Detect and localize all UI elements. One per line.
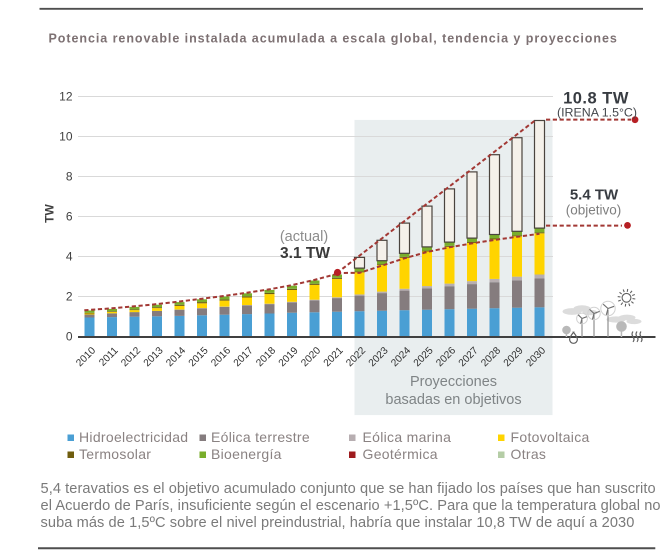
svg-text:2011: 2011	[97, 345, 121, 369]
svg-text:12: 12	[59, 90, 73, 104]
svg-text:(actual): (actual)	[280, 229, 328, 245]
svg-text:2019: 2019	[277, 345, 301, 369]
svg-text:6: 6	[66, 210, 73, 224]
svg-text:el Acuerdo de París, insuficie: el Acuerdo de París, insuficiente según …	[41, 498, 661, 514]
svg-text:2018: 2018	[254, 345, 278, 369]
svg-text:(objetivo): (objetivo)	[566, 203, 622, 218]
svg-text:2017: 2017	[232, 345, 256, 369]
svg-text:8: 8	[66, 170, 73, 184]
svg-text:Termosolar: Termosolar	[79, 446, 151, 462]
svg-text:2014: 2014	[164, 345, 188, 369]
svg-text:10: 10	[59, 130, 73, 144]
svg-text:2015: 2015	[187, 345, 211, 369]
svg-text:basadas en objetivos: basadas en objetivos	[385, 392, 521, 408]
svg-text:Otras: Otras	[511, 446, 547, 462]
svg-text:Proyecciones: Proyecciones	[410, 374, 497, 390]
svg-text:Eólica marina: Eólica marina	[363, 429, 452, 445]
svg-text:2020: 2020	[299, 345, 323, 369]
svg-text:Potencia renovable instalada a: Potencia renovable instalada acumulada a…	[49, 32, 618, 46]
svg-text:2016: 2016	[209, 345, 233, 369]
svg-text:TW: TW	[43, 203, 57, 222]
svg-text:10.8 TW: 10.8 TW	[563, 90, 629, 108]
svg-text:(IRENA 1.5°C): (IRENA 1.5°C)	[557, 106, 637, 120]
svg-text:Geotérmica: Geotérmica	[363, 446, 438, 462]
svg-text:Hidroelectricidad: Hidroelectricidad	[79, 429, 188, 445]
svg-text:4: 4	[66, 250, 73, 264]
svg-text:5,4 teravatios es el objetivo: 5,4 teravatios es el objetivo acumulado …	[41, 481, 656, 497]
svg-text:2021: 2021	[322, 345, 346, 369]
svg-text:Fotovoltaica: Fotovoltaica	[511, 429, 590, 445]
svg-text:0: 0	[66, 330, 73, 344]
svg-text:suba más de 1,5ºC sobre el niv: suba más de 1,5ºC sobre el nivel preindu…	[41, 515, 635, 531]
svg-text:Eólica terrestre: Eólica terrestre	[211, 429, 310, 445]
svg-text:3.1 TW: 3.1 TW	[280, 245, 330, 262]
svg-text:2012: 2012	[119, 345, 143, 369]
svg-text:2: 2	[66, 290, 73, 304]
svg-text:2010: 2010	[74, 345, 98, 369]
svg-text:Bioenergía: Bioenergía	[211, 446, 282, 462]
svg-text:5.4 TW: 5.4 TW	[570, 187, 619, 204]
svg-text:2013: 2013	[142, 345, 166, 369]
